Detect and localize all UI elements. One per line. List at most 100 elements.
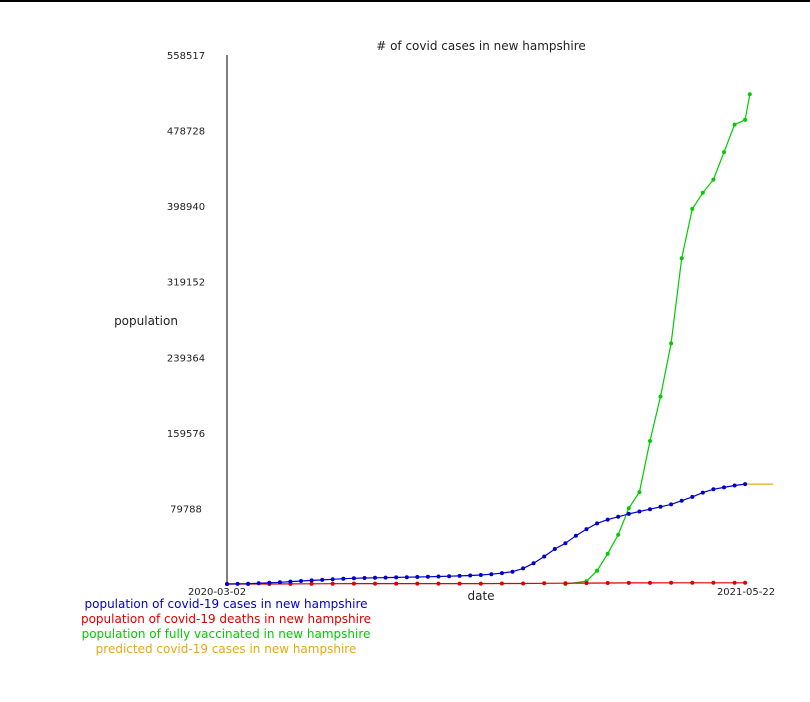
data-point-deaths	[309, 581, 314, 586]
y-axis-title: population	[114, 314, 178, 328]
data-point-cases	[478, 573, 483, 577]
data-point-cases	[235, 581, 240, 586]
data-point-cases	[626, 511, 631, 516]
y-tick-label: 159576	[167, 429, 205, 440]
data-point-cases	[531, 561, 536, 566]
data-point-vaccinated	[616, 532, 621, 537]
data-point-cases	[648, 507, 652, 512]
data-point-deaths	[478, 581, 483, 586]
series-deaths	[225, 580, 748, 586]
data-point-cases	[489, 572, 494, 577]
data-point-vaccinated	[722, 150, 726, 155]
data-point-cases	[542, 554, 547, 559]
chart-title: # of covid cases in new hampshire	[376, 39, 586, 53]
data-point-deaths	[542, 581, 547, 586]
data-point-deaths	[605, 581, 610, 585]
data-point-cases	[732, 483, 737, 488]
data-point-cases	[425, 574, 430, 579]
data-point-cases	[658, 504, 663, 509]
data-point-vaccinated	[605, 551, 610, 556]
x-tick-label-end: 2021-05-22	[717, 587, 775, 598]
data-point-vaccinated	[711, 177, 716, 182]
data-point-cases	[722, 485, 726, 490]
data-point-cases	[246, 581, 251, 586]
data-point-cases	[351, 576, 356, 581]
data-point-cases	[341, 576, 346, 581]
data-point-vaccinated	[679, 256, 684, 261]
data-point-cases	[711, 487, 716, 492]
data-point-vaccinated	[690, 206, 695, 211]
data-point-cases	[616, 514, 621, 519]
data-point-deaths	[436, 581, 441, 586]
data-point-cases	[521, 566, 526, 571]
data-point-deaths	[351, 581, 356, 586]
data-point-deaths	[626, 580, 631, 585]
y-tick-label: 239364	[167, 353, 205, 364]
data-point-cases	[404, 575, 409, 580]
top-border	[0, 0, 810, 2]
legend-entry-predicted: predicted covid-19 cases in new hampshir…	[95, 642, 357, 656]
y-tick-labels: 79788 159576 239364 319152 398940 478728 55851…	[167, 51, 205, 515]
data-point-cases	[277, 580, 282, 585]
data-point-cases	[573, 533, 578, 538]
data-point-cases	[288, 579, 293, 584]
data-point-vaccinated	[743, 117, 748, 122]
data-point-cases	[743, 482, 748, 487]
data-point-cases	[679, 498, 684, 503]
data-point-vaccinated	[626, 506, 631, 511]
data-point-vaccinated	[637, 490, 642, 495]
data-point-cases	[584, 527, 589, 532]
data-point-cases	[256, 581, 261, 586]
data-point-deaths	[499, 581, 504, 586]
data-point-vaccinated	[669, 341, 674, 346]
data-point-cases	[595, 521, 600, 526]
data-point-cases	[637, 509, 642, 514]
data-point-cases	[383, 575, 388, 580]
data-point-deaths	[457, 581, 462, 586]
data-point-deaths	[563, 581, 568, 586]
data-point-deaths	[415, 581, 420, 586]
data-point-cases	[447, 574, 452, 579]
data-point-deaths	[743, 580, 748, 585]
x-tick-label-start: 2020-03-02	[188, 587, 246, 598]
series-line-deaths	[227, 582, 746, 585]
data-point-cases	[436, 574, 441, 579]
data-point-cases	[552, 547, 557, 551]
data-point-vaccinated	[732, 122, 737, 127]
data-point-cases	[510, 569, 515, 574]
data-point-cases	[499, 571, 504, 576]
y-tick-label: 319152	[167, 278, 205, 289]
data-point-deaths	[373, 581, 377, 586]
data-point-vaccinated	[648, 439, 652, 443]
data-point-cases	[394, 575, 399, 580]
series-layer	[225, 92, 774, 586]
data-point-vaccinated	[658, 394, 663, 399]
series-line-vaccinated	[565, 94, 751, 585]
data-point-cases	[415, 575, 420, 579]
data-point-deaths	[732, 580, 737, 585]
data-point-cases	[309, 578, 314, 583]
data-point-cases	[457, 573, 462, 578]
data-point-cases	[700, 490, 705, 495]
data-point-deaths	[648, 580, 652, 585]
data-point-cases	[362, 576, 367, 580]
y-tick-label: 398940	[167, 202, 205, 213]
data-point-cases	[373, 575, 377, 580]
legend-entry-vaccinated: population of fully vaccinated in new ha…	[81, 627, 371, 641]
legend-entry-deaths: population of covid-19 deaths in new ham…	[80, 612, 372, 626]
data-point-cases	[468, 573, 473, 578]
data-point-cases	[267, 580, 272, 585]
y-tick-label: 478728	[167, 127, 205, 138]
series-cases	[225, 482, 748, 586]
data-point-deaths	[690, 580, 695, 585]
data-point-cases	[299, 579, 303, 583]
data-point-deaths	[521, 581, 526, 586]
y-tick-label: 79788	[170, 504, 202, 515]
series-vaccinated	[563, 92, 752, 586]
data-point-cases	[320, 577, 325, 582]
data-point-deaths	[669, 580, 674, 585]
data-point-cases	[330, 577, 335, 582]
data-point-vaccinated	[700, 190, 705, 195]
data-point-cases	[669, 502, 674, 507]
